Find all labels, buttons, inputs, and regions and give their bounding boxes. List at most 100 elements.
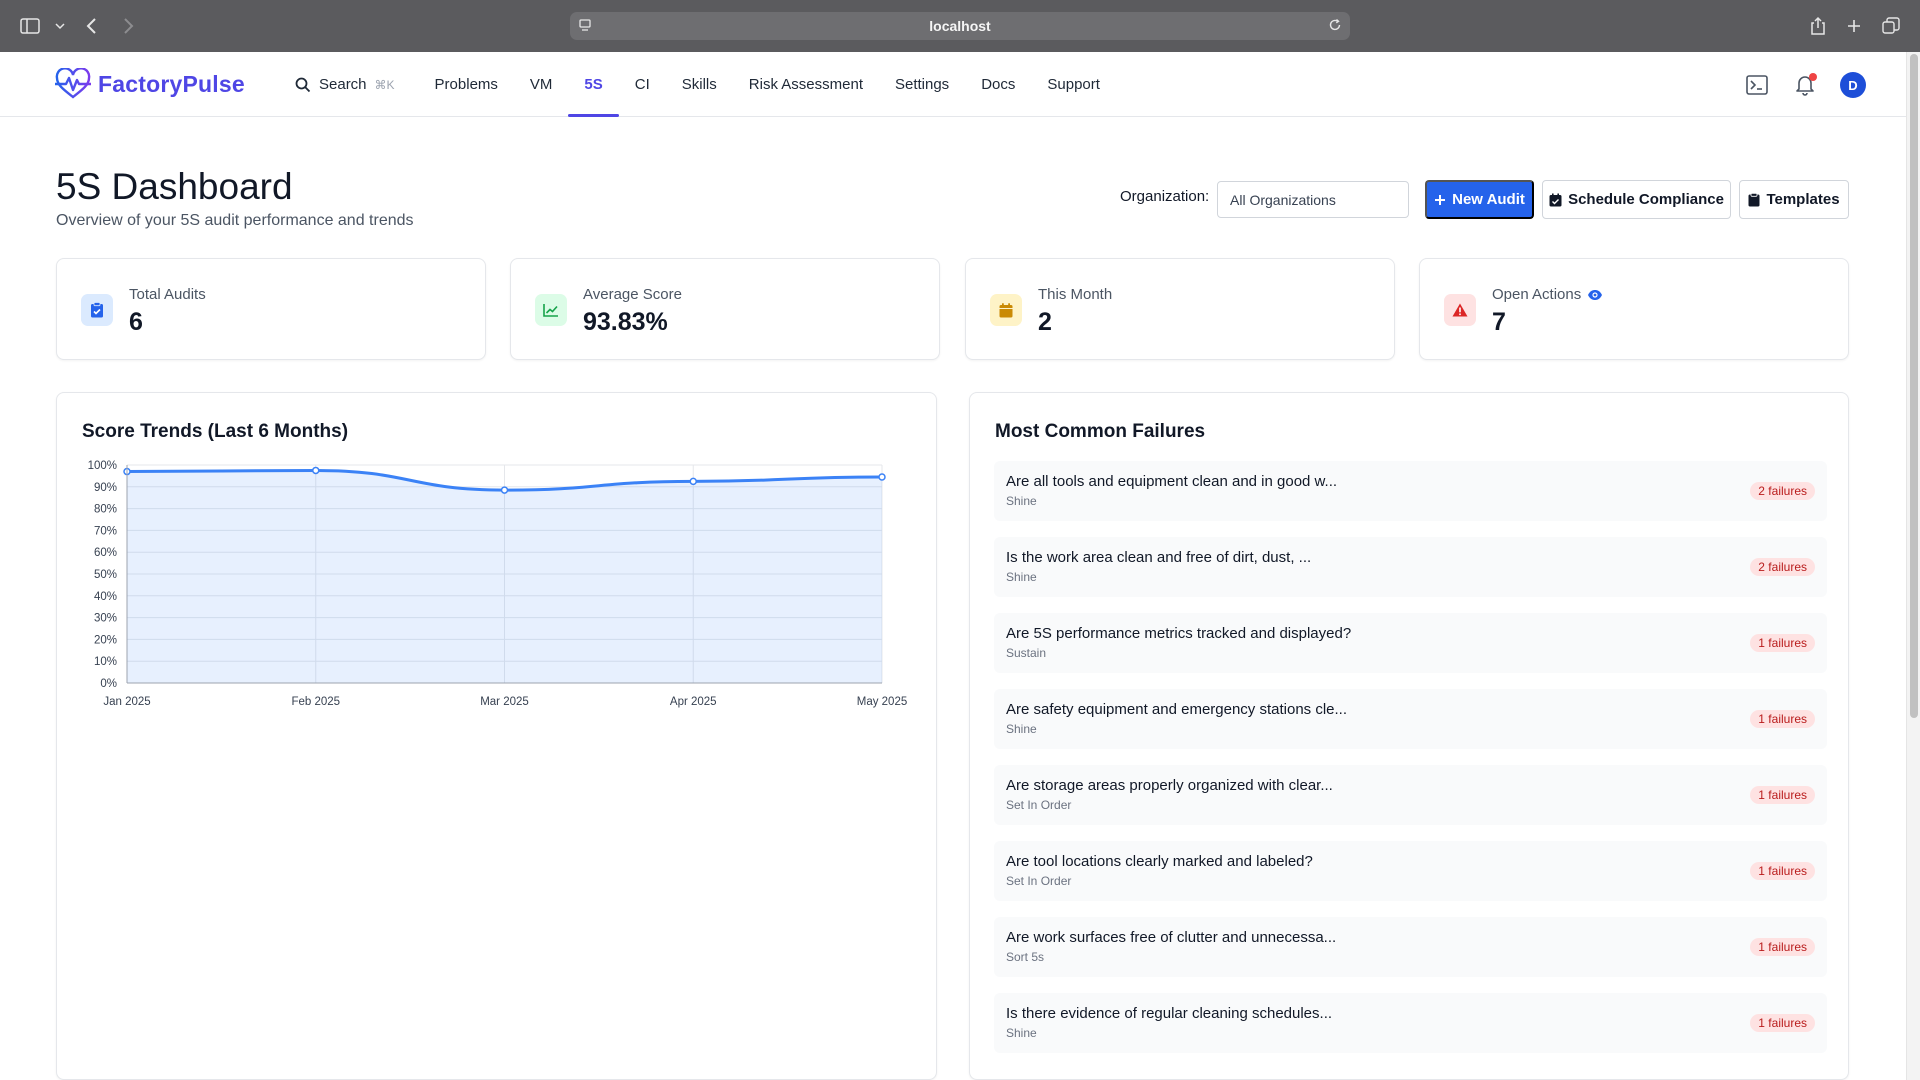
reload-icon[interactable] xyxy=(1328,18,1342,35)
panel-title: Most Common Failures xyxy=(995,421,1206,442)
list-item[interactable]: Are safety equipment and emergency stati… xyxy=(994,689,1827,749)
failure-count-badge: 1 failures xyxy=(1750,634,1815,652)
failures-list: Are all tools and equipment clean and in… xyxy=(994,461,1827,1069)
failure-category: Shine xyxy=(1006,722,1037,736)
failure-question: Are tool locations clearly marked and la… xyxy=(1006,853,1313,870)
page-title: 5S Dashboard xyxy=(56,166,293,207)
failure-count-badge: 1 failures xyxy=(1750,1014,1815,1032)
page-subtitle: Overview of your 5S audit performance an… xyxy=(56,212,414,229)
x-tick-label: Apr 2025 xyxy=(670,696,717,708)
failure-count-badge: 2 failures xyxy=(1750,482,1815,500)
stat-label: Open Actions xyxy=(1492,286,1582,303)
nav-settings[interactable]: Settings xyxy=(894,76,950,93)
failure-question: Are storage areas properly organized wit… xyxy=(1006,777,1333,794)
avatar[interactable]: D xyxy=(1840,72,1866,98)
stat-label: Total Audits xyxy=(129,286,206,303)
schedule-compliance-label: Schedule Compliance xyxy=(1568,191,1724,208)
x-tick-label: Mar 2025 xyxy=(480,696,529,708)
stat-card-this-month: This Month 2 xyxy=(965,258,1395,360)
failure-category: Sort 5s xyxy=(1006,950,1045,964)
chevron-down-icon[interactable] xyxy=(48,14,72,38)
stat-icon-wrap xyxy=(81,294,113,326)
stat-value: 7 xyxy=(1492,308,1506,336)
app-header: FactoryPulse Search ⌘K Problems VM 5S CI… xyxy=(0,52,1906,117)
list-item[interactable]: Is there evidence of regular cleaning sc… xyxy=(994,993,1827,1053)
x-tick-label: Jan 2025 xyxy=(103,696,150,708)
calendar-icon xyxy=(999,302,1013,317)
org-label: Organization: xyxy=(1120,188,1210,205)
main-nav: Search ⌘K Problems VM 5S CI Skills Risk … xyxy=(295,52,1116,117)
stat-icon-wrap xyxy=(1444,294,1476,326)
address-bar[interactable]: localhost xyxy=(570,12,1350,40)
nav-support[interactable]: Support xyxy=(1047,76,1100,93)
stat-value: 2 xyxy=(1038,308,1052,336)
y-tick-label: 80% xyxy=(94,504,117,516)
stat-icon-wrap xyxy=(990,294,1022,326)
back-icon[interactable] xyxy=(80,14,104,38)
browser-toolbar: localhost xyxy=(0,0,1920,52)
share-icon[interactable] xyxy=(1806,14,1830,38)
clipboard-icon xyxy=(1748,192,1760,206)
page-scrollbar[interactable] xyxy=(1906,52,1920,1080)
terminal-icon[interactable] xyxy=(1744,72,1770,98)
y-tick-label: 10% xyxy=(94,656,117,668)
list-item[interactable]: Are tool locations clearly marked and la… xyxy=(994,841,1827,901)
eye-icon[interactable] xyxy=(1587,289,1603,301)
stat-icon-wrap xyxy=(535,294,567,326)
failure-category: Set In Order xyxy=(1006,798,1072,812)
list-item[interactable]: Are storage areas properly organized wit… xyxy=(994,765,1827,825)
list-item[interactable]: Is the work area clean and free of dirt,… xyxy=(994,537,1827,597)
organization-select[interactable]: All Organizations xyxy=(1217,181,1409,218)
failure-category: Sustain xyxy=(1006,646,1047,660)
failure-question: Is the work area clean and free of dirt,… xyxy=(1006,549,1312,566)
bell-icon[interactable] xyxy=(1792,72,1818,98)
list-item[interactable]: Are all tools and equipment clean and in… xyxy=(994,461,1827,521)
new-tab-icon[interactable] xyxy=(1842,14,1866,38)
templates-button[interactable]: Templates xyxy=(1739,180,1849,219)
data-point xyxy=(689,477,697,486)
stat-card-open-actions[interactable]: Open Actions 7 xyxy=(1419,258,1849,360)
new-audit-button[interactable]: New Audit xyxy=(1425,180,1534,219)
failure-category: Shine xyxy=(1006,570,1037,584)
warning-icon xyxy=(1452,303,1468,317)
nav-skills[interactable]: Skills xyxy=(681,76,717,93)
nav-risk-assessment[interactable]: Risk Assessment xyxy=(748,76,863,93)
failure-count-badge: 2 failures xyxy=(1750,558,1815,576)
tabs-overview-icon[interactable] xyxy=(1879,14,1903,38)
list-item[interactable]: Are work surfaces free of clutter and un… xyxy=(994,917,1827,977)
nav-search-button[interactable]: Search ⌘K xyxy=(295,76,395,93)
new-audit-label: New Audit xyxy=(1452,191,1525,208)
failure-category: Shine xyxy=(1006,494,1037,508)
nav-vm[interactable]: VM xyxy=(529,76,553,93)
site-info-icon[interactable] xyxy=(578,18,592,35)
failure-count-badge: 1 failures xyxy=(1750,938,1815,956)
failure-count-badge: 1 failures xyxy=(1750,710,1815,728)
y-tick-label: 40% xyxy=(94,591,117,603)
panel-title: Score Trends (Last 6 Months) xyxy=(82,421,349,442)
y-tick-label: 20% xyxy=(94,634,117,646)
nav-ci[interactable]: CI xyxy=(634,76,650,93)
search-label: Search xyxy=(319,76,367,93)
pulse-logo-icon xyxy=(55,68,91,99)
list-item[interactable]: Are 5S performance metrics tracked and d… xyxy=(994,613,1827,673)
nav-5s[interactable]: 5S xyxy=(568,52,620,117)
sidebar-icon[interactable] xyxy=(18,14,42,38)
scrollbar-thumb[interactable] xyxy=(1910,54,1918,718)
forward-icon[interactable] xyxy=(116,14,140,38)
nav-docs[interactable]: Docs xyxy=(981,76,1016,93)
data-point xyxy=(312,466,320,475)
score-trend-chart: 0% 10% 20% 30% 40% 50% 60% 70% 80% 90% 100% Jan 202… xyxy=(88,460,908,708)
schedule-compliance-button[interactable]: Schedule Compliance xyxy=(1542,180,1731,219)
y-tick-label: 50% xyxy=(94,569,117,581)
y-tick-label: 0% xyxy=(100,678,117,690)
y-tick-label: 60% xyxy=(94,547,117,559)
series-area xyxy=(127,470,882,683)
stat-value: 6 xyxy=(129,308,143,336)
common-failures-panel: Most Common Failures Are all tools and e… xyxy=(969,392,1849,1080)
failure-count-badge: 1 failures xyxy=(1750,786,1815,804)
x-tick-label: May 2025 xyxy=(857,696,908,708)
failure-question: Are work surfaces free of clutter and un… xyxy=(1006,929,1337,946)
nav-problems[interactable]: Problems xyxy=(434,76,498,93)
failure-question: Is there evidence of regular cleaning sc… xyxy=(1006,1005,1333,1022)
brand-logo[interactable]: FactoryPulse xyxy=(54,68,245,100)
